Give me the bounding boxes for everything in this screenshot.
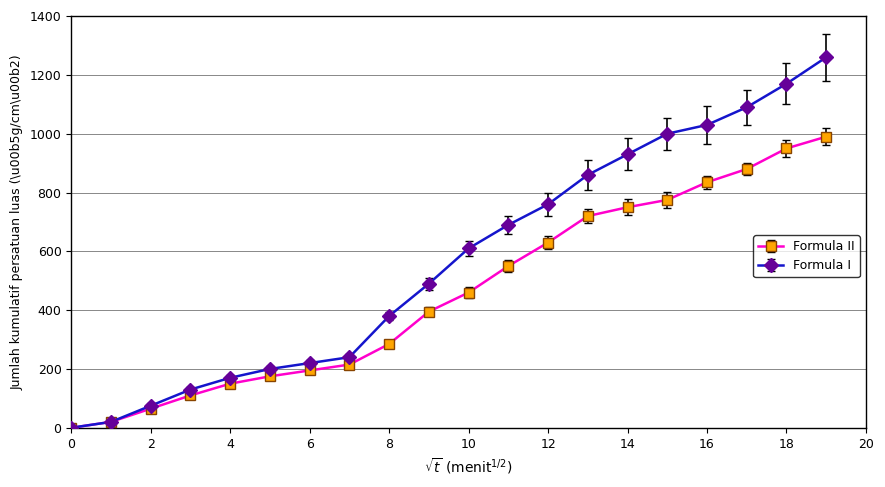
X-axis label: $\sqrt{t}$ (menit$^{1/2}$): $\sqrt{t}$ (menit$^{1/2}$)	[424, 456, 513, 476]
Y-axis label: Jumlah kumulatif persatuan luas (\u00b5g/cm\u00b2): Jumlah kumulatif persatuan luas (\u00b5g…	[12, 54, 24, 390]
Legend: Formula II, Formula I: Formula II, Formula I	[753, 235, 859, 278]
